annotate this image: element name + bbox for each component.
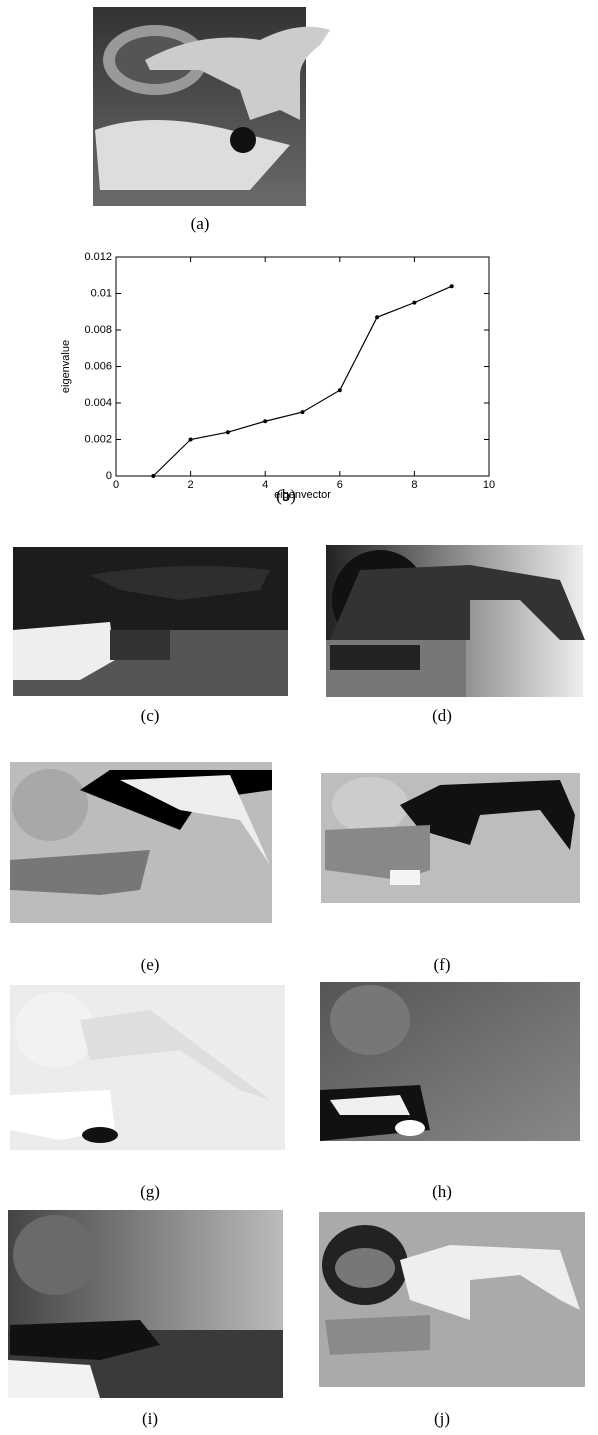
plot-b: 0 0.002 0.004 0.006 0.008 0.01 0.012 0 2 4 6 8 10 eig… — [60, 251, 495, 501]
caption: (a) — [191, 214, 210, 233]
data-point — [375, 315, 379, 319]
y-tick-label: 0.006 — [84, 360, 112, 372]
x-tick-label: 0 — [113, 479, 119, 491]
data-point — [151, 474, 155, 478]
caption: (i) — [142, 1409, 158, 1428]
eigenvector-image — [13, 547, 288, 696]
caption: (g) — [140, 1182, 160, 1201]
y-tick-label: 0.002 — [84, 433, 112, 445]
caption: (f) — [434, 955, 451, 974]
caption: (b) — [276, 486, 296, 505]
plot-frame — [116, 257, 489, 476]
y-tick-label: 0.01 — [91, 287, 112, 299]
y-tick-label: 0 — [106, 470, 112, 482]
figure: (a) 0 0.002 0.004 0.006 0.008 0.01 0.012 0 2 4 6 8 1… — [0, 0, 598, 1435]
x-tick-label: 8 — [411, 479, 417, 491]
y-axis-label: eigenvalue — [60, 340, 72, 393]
photo-a — [93, 7, 330, 206]
y-tick-label: 0.008 — [84, 324, 112, 336]
eigenvector-image — [10, 985, 285, 1150]
data-point — [301, 410, 305, 414]
eigenvector-image — [8, 1210, 283, 1398]
y-tick-label: 0.004 — [84, 397, 112, 409]
y-tick-label: 0.012 — [84, 251, 112, 263]
caption: (d) — [432, 706, 452, 725]
eigenvector-image — [326, 545, 585, 697]
eigenvector-image — [319, 1212, 585, 1387]
x-tick-label: 2 — [188, 479, 194, 491]
page: (a) 0 0.002 0.004 0.006 0.008 0.01 0.012 0 2 4 6 8 1… — [0, 0, 598, 1435]
x-tick-label: 10 — [483, 479, 495, 491]
x-tick-label: 6 — [337, 479, 343, 491]
data-point — [412, 301, 416, 305]
caption: (c) — [141, 706, 160, 725]
caption: (h) — [432, 1182, 452, 1201]
eigenvector-image — [10, 762, 272, 923]
data-line — [153, 286, 451, 476]
eigenvector-image — [320, 982, 580, 1141]
data-point — [189, 438, 193, 442]
caption: (j) — [434, 1409, 450, 1428]
data-point — [338, 388, 342, 392]
eigenvector-image — [321, 773, 580, 903]
data-point — [226, 430, 230, 434]
data-point — [450, 284, 454, 288]
data-point — [263, 419, 267, 423]
x-tick-label: 4 — [262, 479, 268, 491]
caption: (e) — [141, 955, 160, 974]
